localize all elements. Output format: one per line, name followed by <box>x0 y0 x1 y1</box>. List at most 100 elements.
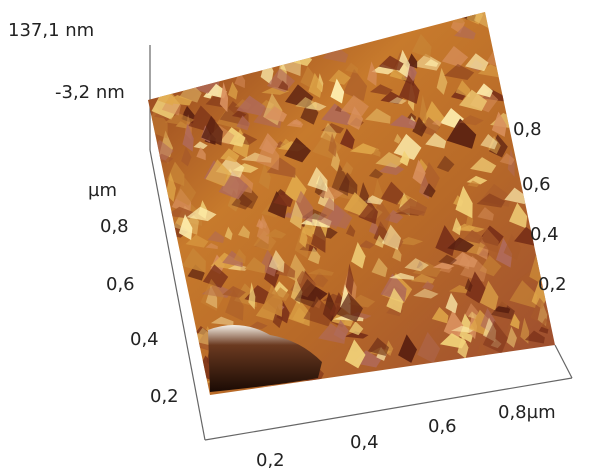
surface-ridge <box>389 272 415 280</box>
surface-ridge <box>219 81 229 113</box>
surface-ridge <box>340 95 369 117</box>
surface-ridge <box>300 213 332 228</box>
surface-ridge <box>443 310 464 340</box>
surface-ridge <box>439 333 467 349</box>
surface-ridge <box>205 159 232 187</box>
surface-ridge <box>182 123 194 152</box>
surface-ridge <box>311 220 326 253</box>
surface-ridge <box>367 337 390 357</box>
surface-ridge <box>227 189 241 212</box>
surface-ridge <box>321 123 344 134</box>
surface-ridge <box>477 228 499 253</box>
surface-ridge <box>372 147 381 157</box>
surface-ridge <box>451 325 475 333</box>
surface-ridge <box>278 80 289 91</box>
surface-ridge <box>411 33 432 59</box>
surface-ridge <box>200 278 225 311</box>
surface-ridge <box>318 323 347 344</box>
left-tick-label: 0,2 <box>150 386 179 407</box>
surface-ridge <box>165 172 177 203</box>
surface-ridge <box>222 250 244 268</box>
surface-ridge <box>345 224 356 237</box>
surface-ridge <box>216 107 241 130</box>
surface-ridge <box>181 146 192 167</box>
surface-ridge <box>203 92 212 99</box>
surface-ridge <box>333 319 349 341</box>
surface-ridge <box>328 69 351 85</box>
surface-ridge <box>378 162 405 176</box>
surface-ridge <box>186 206 217 222</box>
surface-ridge <box>307 268 335 276</box>
surface-ridge <box>460 255 487 282</box>
surface-ridge <box>348 321 364 336</box>
surface-ridge <box>260 55 274 85</box>
surface-ridge <box>343 192 368 216</box>
surface-ridge <box>457 335 469 359</box>
surface-ridge <box>294 279 323 308</box>
surface-ridge <box>205 243 218 250</box>
surface-ridge <box>404 258 429 272</box>
surface-ridge <box>374 235 385 248</box>
surface-ridge <box>307 167 328 192</box>
surface-ridge <box>344 339 366 369</box>
left-tick-label: 0,4 <box>130 329 159 350</box>
left-axis-line <box>149 149 206 441</box>
surface-ridge <box>439 264 453 273</box>
surface-ridge <box>220 148 240 163</box>
surface-ridge <box>368 168 384 179</box>
surface-ridge <box>344 62 359 74</box>
bottom-tick-label: 0,6 <box>428 416 457 437</box>
surface-ridge <box>477 207 494 221</box>
surface-ridge <box>378 55 404 71</box>
surface-ridge <box>509 280 538 309</box>
surface-ridge <box>368 219 379 236</box>
surface-ridge <box>399 74 420 104</box>
surface-ridge <box>465 208 474 231</box>
surface-ridge <box>482 320 508 354</box>
surface-ridge <box>458 89 488 112</box>
surface-ridge <box>389 97 407 105</box>
surface-ridge <box>448 284 473 294</box>
surface-ridge <box>322 45 349 63</box>
surface-ridge <box>178 214 193 241</box>
surface-ridge <box>261 86 290 95</box>
surface-ridge <box>365 108 391 124</box>
surface-ridge <box>462 229 484 244</box>
surface-ridge <box>264 106 288 122</box>
surface-ridge <box>479 255 502 277</box>
surface-ridge <box>458 253 470 270</box>
surface-ridge <box>465 303 479 320</box>
surface-ridge <box>417 331 441 364</box>
surface-ridge <box>236 115 250 131</box>
surface-ridge <box>266 157 296 178</box>
surface-ridge <box>384 209 404 224</box>
bottom-axis-ticks: 0,2 0,4 0,6 0,8µm <box>256 402 556 470</box>
surface-ridge <box>476 238 489 260</box>
surface-ridge <box>436 67 448 95</box>
surface-ridge <box>268 249 285 273</box>
surface-ridge <box>265 229 287 239</box>
surface-ridge <box>467 180 480 188</box>
surface-ridge <box>445 292 458 314</box>
surface-ridge <box>410 274 435 284</box>
surface-ridge <box>467 311 477 319</box>
surface-ridge <box>480 183 511 207</box>
surface-ridge <box>412 53 442 71</box>
surface-ridge <box>185 234 209 248</box>
surface-ridge <box>321 103 351 126</box>
surface-ridge <box>235 183 259 210</box>
surface-ridge <box>201 115 223 146</box>
surface-ridge <box>275 262 296 278</box>
surface-ridge <box>520 317 530 344</box>
surface-ridge <box>299 226 308 248</box>
surface-ridge <box>318 186 344 200</box>
surface-ridge <box>222 285 246 298</box>
surface-ridge <box>510 313 520 330</box>
surface-ridge <box>165 206 197 219</box>
surface-ridge <box>470 157 497 174</box>
surface-ridge <box>421 280 435 291</box>
surface-ridge <box>432 262 455 270</box>
surface-ridge <box>341 161 354 175</box>
right-axis-ticks: 0,8 0,6 0,4 0,2 <box>513 119 567 295</box>
surface-ridge <box>256 218 263 230</box>
